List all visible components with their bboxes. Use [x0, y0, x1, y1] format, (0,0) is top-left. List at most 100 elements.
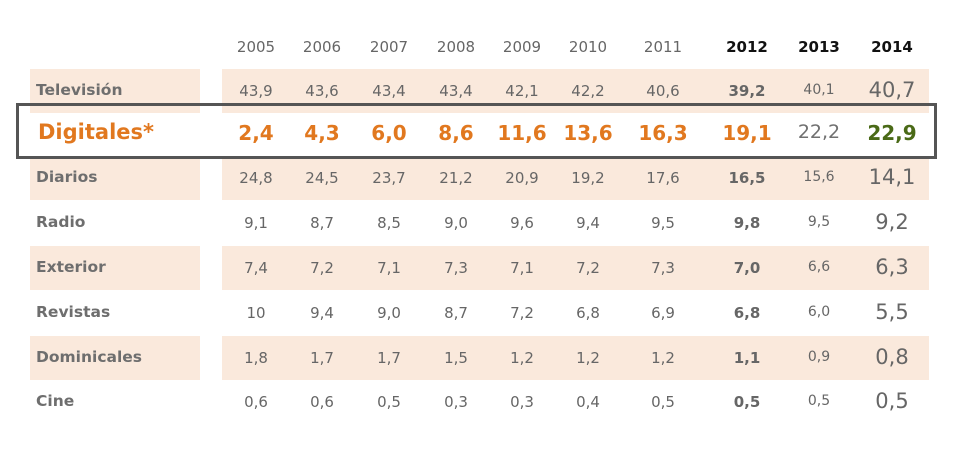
- row-label: Diarios: [36, 168, 98, 186]
- table-cell: 9,4: [576, 214, 600, 232]
- table-cell: 17,6: [646, 169, 680, 187]
- row-label: Radio: [36, 213, 86, 231]
- table-cell: 0,5: [377, 393, 401, 411]
- column-header-2006: 2006: [302, 38, 342, 56]
- row-label: Televisión: [36, 81, 123, 99]
- table-cell: 22,9: [867, 121, 917, 145]
- row-band: [222, 246, 929, 290]
- table-cell: 7,0: [733, 259, 761, 277]
- table-cell: 0,4: [576, 393, 600, 411]
- row-label: Digitales*: [38, 120, 154, 144]
- table-cell: 6,9: [651, 304, 675, 322]
- table-cell: 40,1: [803, 82, 835, 98]
- table-cell: 9,6: [510, 214, 534, 232]
- row-band: [30, 246, 200, 290]
- table-cell: 43,4: [372, 82, 406, 100]
- table-cell: 0,5: [651, 393, 675, 411]
- table-cell: 9,5: [651, 214, 675, 232]
- table-cell: 0,8: [875, 345, 909, 369]
- table-cell: 16,3: [638, 121, 688, 145]
- table-cell: 0,6: [244, 393, 268, 411]
- table-cell: 8,5: [377, 214, 401, 232]
- table-cell: 42,1: [505, 82, 539, 100]
- table-cell: 0,5: [875, 389, 909, 413]
- table-cell: 4,3: [304, 121, 340, 145]
- row-band: [30, 156, 200, 200]
- table-cell: 1,2: [576, 349, 600, 367]
- row-band: [222, 336, 929, 380]
- table-cell: 9,0: [444, 214, 468, 232]
- table-cell: 8,7: [310, 214, 334, 232]
- row-band: [222, 156, 929, 200]
- table-cell: 19,1: [722, 121, 772, 145]
- table-cell: 0,3: [510, 393, 534, 411]
- row-label: Revistas: [36, 303, 111, 321]
- table-cell: 0,3: [444, 393, 468, 411]
- table-cell: 21,2: [439, 169, 473, 187]
- table-cell: 7,2: [576, 259, 600, 277]
- table-cell: 19,2: [571, 169, 605, 187]
- table-cell: 1,1: [733, 349, 761, 367]
- table-cell: 24,5: [305, 169, 339, 187]
- table-cell: 0,5: [807, 393, 831, 409]
- row-band: [30, 336, 200, 380]
- table-cell: 6,3: [875, 255, 909, 279]
- row-label: Cine: [36, 392, 75, 410]
- table-cell: 1,5: [444, 349, 468, 367]
- table-cell: 6,0: [371, 121, 407, 145]
- table-cell: 39,2: [728, 82, 766, 100]
- table-cell: 24,8: [239, 169, 273, 187]
- table-cell: 15,6: [803, 169, 835, 185]
- table-cell: 9,4: [310, 304, 334, 322]
- table-cell: 42,2: [571, 82, 605, 100]
- table-cell: 6,8: [576, 304, 600, 322]
- column-header-2008: 2008: [436, 38, 476, 56]
- table-cell: 11,6: [497, 121, 547, 145]
- table-cell: 43,6: [305, 82, 339, 100]
- column-header-2013: 2013: [798, 38, 840, 56]
- table-cell: 9,2: [875, 210, 909, 234]
- table-cell: 6,8: [733, 304, 761, 322]
- table-cell: 43,9: [239, 82, 273, 100]
- table-cell: 9,1: [244, 214, 268, 232]
- table-cell: 9,0: [377, 304, 401, 322]
- table-cell: 1,7: [377, 349, 401, 367]
- table-cell: 7,1: [377, 259, 401, 277]
- table-cell: 1,7: [310, 349, 334, 367]
- column-header-2012: 2012: [726, 38, 768, 56]
- table-cell: 7,3: [444, 259, 468, 277]
- table-cell: 13,6: [563, 121, 613, 145]
- table-cell: 9,8: [733, 214, 761, 232]
- table-cell: 0,9: [807, 349, 831, 365]
- column-header-2009: 2009: [502, 38, 542, 56]
- column-header-2014: 2014: [871, 38, 913, 56]
- table-cell: 22,2: [797, 121, 841, 143]
- table-cell: 40,6: [646, 82, 680, 100]
- column-header-2011: 2011: [643, 38, 683, 56]
- table-cell: 40,7: [868, 78, 916, 102]
- table-cell: 7,2: [310, 259, 334, 277]
- table-cell: 6,6: [807, 259, 831, 275]
- table-cell: 6,0: [807, 304, 831, 320]
- table-cell: 8,7: [444, 304, 468, 322]
- table-cell: 14,1: [868, 165, 916, 189]
- table-cell: 23,7: [372, 169, 406, 187]
- table-cell: 1,2: [651, 349, 675, 367]
- table-cell: 16,5: [728, 169, 766, 187]
- table-cell: 8,6: [438, 121, 474, 145]
- table-cell: 0,5: [733, 393, 761, 411]
- column-header-2005: 2005: [236, 38, 276, 56]
- highlight-box: [16, 103, 937, 159]
- column-header-2007: 2007: [369, 38, 409, 56]
- table-cell: 7,1: [510, 259, 534, 277]
- table-cell: 43,4: [439, 82, 473, 100]
- table-cell: 0,6: [310, 393, 334, 411]
- table-cell: 2,4: [238, 121, 274, 145]
- table-cell: 9,5: [807, 214, 831, 230]
- column-header-2010: 2010: [568, 38, 608, 56]
- table-cell: 7,3: [651, 259, 675, 277]
- table-cell: 1,2: [510, 349, 534, 367]
- table-cell: 10: [246, 304, 266, 322]
- table-cell: 7,4: [244, 259, 268, 277]
